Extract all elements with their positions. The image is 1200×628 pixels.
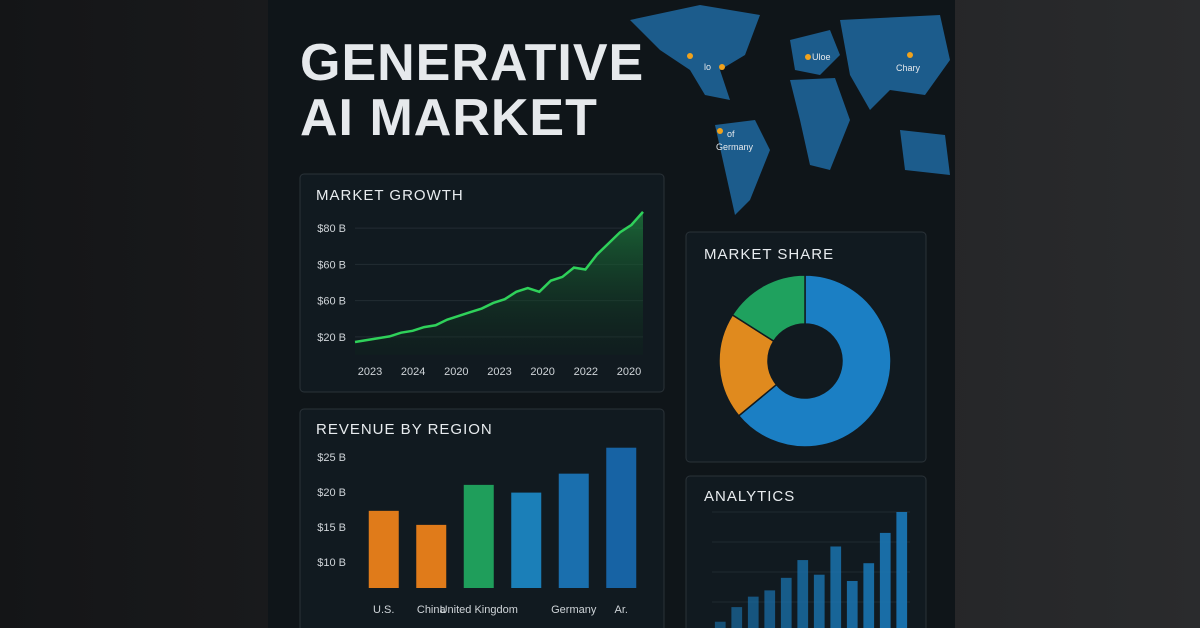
y-tick-label: $80 B	[317, 223, 346, 235]
y-tick-label: $60 B	[317, 296, 346, 308]
bar	[714, 621, 726, 628]
bar	[558, 473, 589, 588]
map-label: Uloe	[812, 52, 831, 62]
title-line: GENERATIVE	[300, 34, 644, 92]
title-line: AI MARKET	[300, 89, 598, 147]
y-tick-label: $10 B	[317, 557, 346, 569]
x-tick-label: Ar.	[615, 604, 628, 616]
bar	[463, 484, 494, 588]
donut-slice	[731, 274, 806, 343]
bar	[846, 580, 858, 628]
bar	[511, 492, 542, 588]
x-tick-label: 2020	[617, 366, 641, 378]
x-tick-label: 2022	[574, 366, 598, 378]
bar	[747, 596, 759, 628]
map-dots	[687, 52, 913, 134]
map-label: of	[727, 129, 735, 139]
y-tick-label: $20 B	[317, 332, 346, 344]
map-label: lo	[704, 62, 711, 72]
bar	[896, 512, 908, 628]
bar	[813, 574, 825, 628]
x-tick-label: Germany	[551, 604, 597, 616]
map-label: Germany	[716, 142, 754, 152]
x-tick-label: 2020	[444, 366, 468, 378]
bar	[764, 590, 776, 628]
bar	[830, 546, 842, 628]
panel-title: ANALYTICS	[704, 488, 795, 505]
x-tick-label: U.S.	[373, 604, 394, 616]
x-tick-label: 2020	[530, 366, 554, 378]
bar	[606, 447, 637, 588]
bar	[731, 607, 743, 628]
bar	[879, 532, 891, 628]
y-tick-label: $15 B	[317, 522, 346, 534]
y-tick-label: $20 B	[317, 487, 346, 499]
bar	[416, 524, 447, 588]
panel-title: MARKET GROWTH	[316, 187, 464, 204]
donut-slice	[737, 274, 892, 448]
panel-title: MARKET SHARE	[704, 246, 834, 263]
x-tick-label: 2023	[358, 366, 382, 378]
bar	[780, 577, 792, 628]
bar	[368, 510, 399, 588]
y-tick-label: $60 B	[317, 259, 346, 271]
panel-title: REVENUE BY REGION	[316, 421, 493, 438]
x-tick-label: 2024	[401, 366, 425, 378]
map-labels: lo Uloe Chary of Germany	[704, 52, 921, 152]
world-map	[630, 5, 950, 215]
map-label: Chary	[896, 63, 921, 73]
area	[355, 211, 643, 355]
line	[354, 211, 644, 344]
x-tick-label: United Kingdom	[440, 604, 518, 616]
y-tick-label: $25 B	[317, 452, 346, 464]
x-tick-label: 2023	[487, 366, 511, 378]
x-tick-label: China	[417, 604, 447, 616]
bar	[863, 563, 875, 628]
bar	[797, 560, 809, 628]
